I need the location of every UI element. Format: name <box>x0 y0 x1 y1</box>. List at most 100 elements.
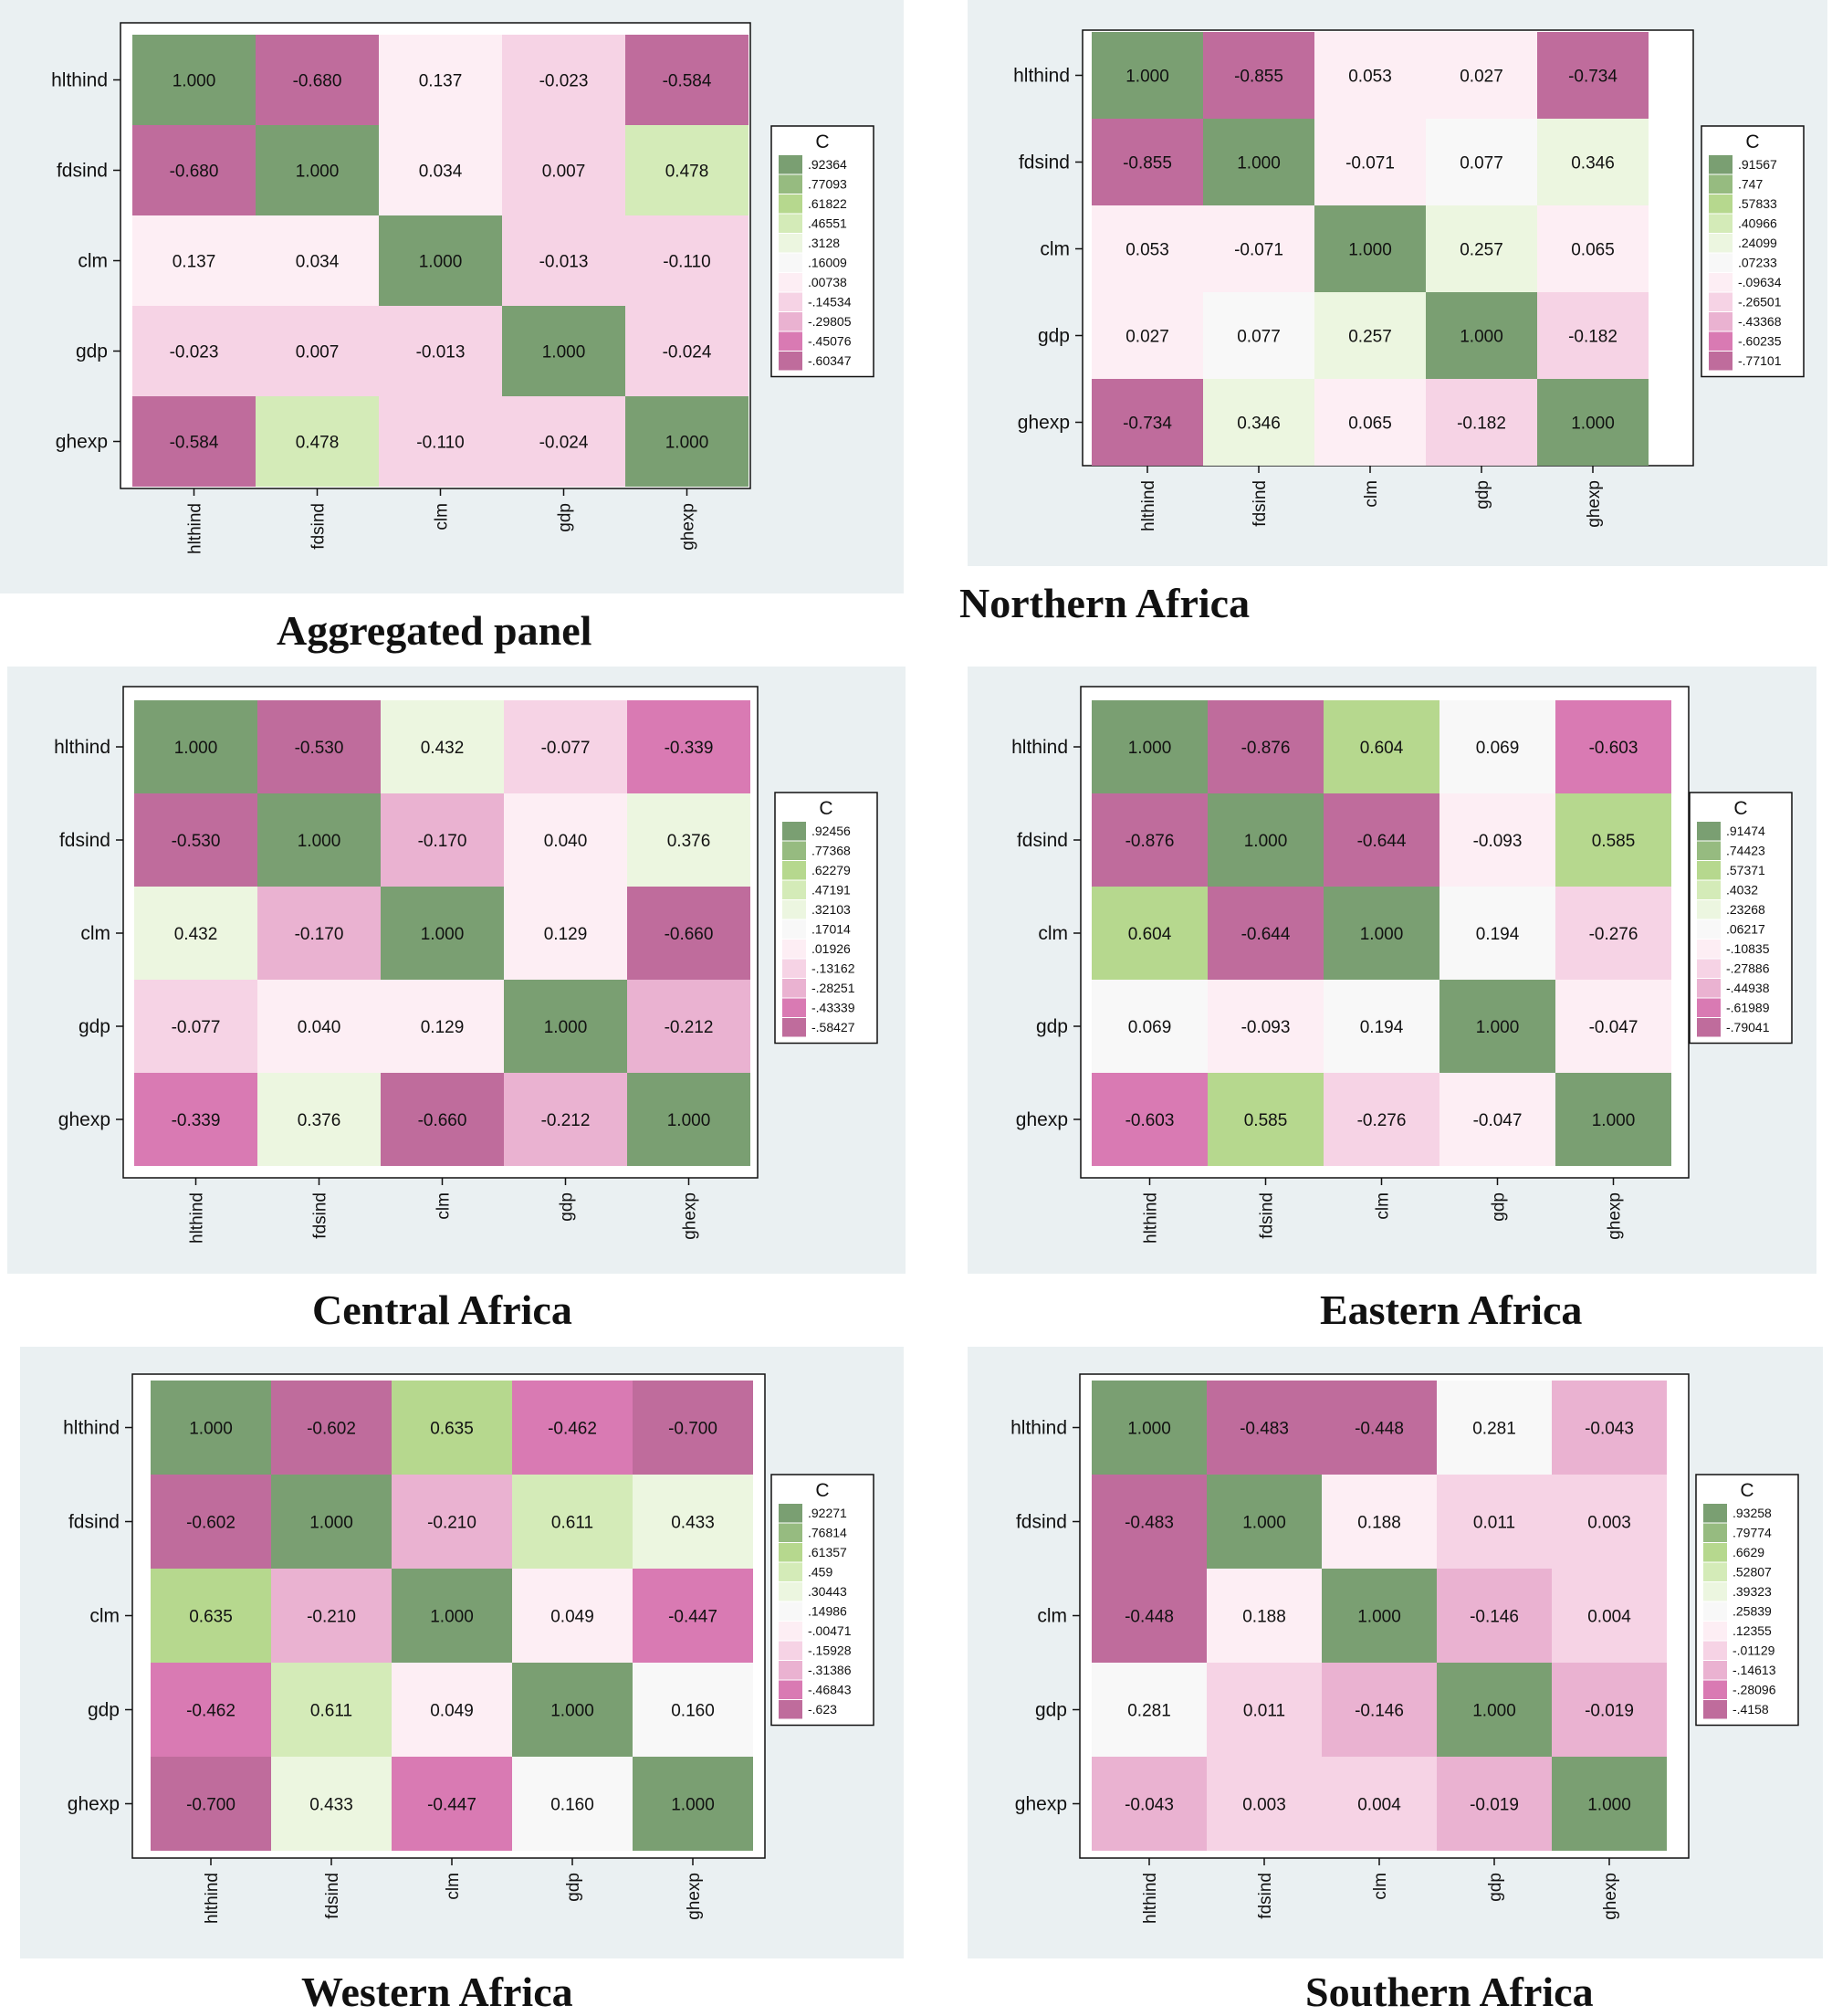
legend-label: .4032 <box>1726 883 1758 898</box>
heatmap-cell <box>1437 1381 1552 1475</box>
heatmap-cell <box>271 1757 392 1851</box>
heatmap-cell <box>381 793 504 887</box>
legend-label: -.14613 <box>1733 1663 1776 1677</box>
x-tick-label: hlthind <box>203 1873 222 1924</box>
caption-aggregated: Aggregated panel <box>277 607 592 654</box>
legend-swatch <box>779 1562 802 1581</box>
heatmap-cell <box>132 35 256 125</box>
heatmap-cell <box>151 1569 271 1663</box>
heatmap-cell <box>625 35 749 125</box>
cell-value-label: -0.023 <box>170 343 219 362</box>
cell-value-label: 0.027 <box>1460 68 1503 87</box>
heatmap-cell <box>625 306 749 396</box>
heatmap-cell <box>392 1475 512 1569</box>
cell-value-label: -0.339 <box>172 1111 221 1130</box>
cell-value-label: -0.660 <box>665 925 714 944</box>
legend-label: -.31386 <box>808 1663 852 1677</box>
heatmap-cell <box>512 1569 633 1663</box>
cell-value-label: 0.007 <box>296 343 340 362</box>
legend-label: -.79041 <box>1726 1020 1770 1034</box>
heatmap-cell <box>1324 887 1439 980</box>
cell-value-label: -0.276 <box>1357 1111 1407 1130</box>
cell-value-label: 1.000 <box>1357 1608 1401 1627</box>
y-tick-label: hlthind <box>63 1418 120 1439</box>
cell-value-label: -0.146 <box>1470 1608 1519 1627</box>
heatmap-cell <box>271 1569 392 1663</box>
legend-label: .92271 <box>808 1506 847 1520</box>
legend-label: -.4158 <box>1733 1702 1769 1717</box>
heatmap-cell <box>1092 379 1203 466</box>
legend-label: -.43368 <box>1738 314 1782 329</box>
heatmap-cell <box>1092 1073 1208 1166</box>
cell-value-label: 0.433 <box>309 1796 353 1815</box>
legend-swatch <box>779 331 802 351</box>
cell-value-label: -0.182 <box>1568 328 1617 347</box>
cell-value-label: -0.071 <box>1234 241 1283 260</box>
cell-value-label: 0.053 <box>1125 241 1169 260</box>
cell-value-label: -0.093 <box>1473 832 1523 851</box>
heatmap-cell <box>633 1569 753 1663</box>
legend-swatch <box>779 352 802 371</box>
y-tick-label: gdp <box>88 1700 120 1721</box>
cell-value-label: -0.013 <box>539 253 589 272</box>
legend-swatch <box>782 841 806 860</box>
x-tick-label: hlthind <box>1139 480 1158 531</box>
caption-eastern: Eastern Africa <box>1320 1286 1583 1333</box>
heatmap-cell <box>625 215 749 306</box>
legend-label: .57371 <box>1726 863 1765 877</box>
y-tick-label: gdp <box>79 1016 110 1037</box>
legend-label: -.01129 <box>1733 1643 1775 1658</box>
heatmap-cell <box>1092 700 1208 793</box>
heatmap-cell <box>1324 1073 1439 1166</box>
legend-label: -.15928 <box>808 1643 852 1658</box>
cell-value-label: 0.611 <box>310 1702 352 1721</box>
y-tick-label: clm <box>78 251 108 272</box>
legend-swatch <box>1703 1601 1727 1621</box>
heatmap-cell <box>379 396 502 487</box>
heatmap-cell <box>1322 1757 1437 1851</box>
cell-value-label: 0.004 <box>1587 1608 1631 1627</box>
heatmap-cell <box>1555 700 1671 793</box>
heatmap-cell <box>1092 1475 1207 1569</box>
x-tick-label: clm <box>1374 1192 1393 1220</box>
legend-label: .52807 <box>1733 1565 1772 1580</box>
heatmap-cell <box>1324 980 1439 1073</box>
heatmap-cell <box>134 887 257 980</box>
heatmap-cell <box>1314 119 1426 205</box>
legend-swatch <box>779 1700 802 1719</box>
cell-value-label: 0.077 <box>1460 154 1503 173</box>
heatmap-cell <box>381 700 504 793</box>
legend-label: .32103 <box>811 902 851 917</box>
legend-swatch <box>1697 919 1721 939</box>
heatmap-cell <box>633 1475 753 1569</box>
y-tick-label: clm <box>1038 923 1068 944</box>
cell-value-label: 1.000 <box>1460 328 1503 347</box>
cell-value-label: -0.603 <box>1589 739 1638 758</box>
heatmap-cell <box>151 1381 271 1475</box>
cell-value-label: -0.043 <box>1125 1796 1174 1815</box>
legend-swatch <box>1697 841 1721 860</box>
heatmap-cell <box>627 1073 750 1166</box>
heatmap-cell <box>625 396 749 487</box>
cell-value-label: 0.040 <box>298 1018 341 1037</box>
heatmap-cell <box>1322 1569 1437 1663</box>
heatmap-cell <box>151 1663 271 1757</box>
y-tick-label: fdsind <box>59 830 110 851</box>
legend-swatch <box>779 273 802 292</box>
x-tick-label: gdp <box>556 503 575 532</box>
cell-value-label: -0.448 <box>1125 1608 1174 1627</box>
x-tick-label: hlthind <box>1141 1873 1160 1924</box>
caption-central: Central Africa <box>312 1286 572 1333</box>
cell-value-label: 0.003 <box>1587 1514 1631 1533</box>
heatmap-cell <box>1552 1569 1667 1663</box>
legend-swatch <box>779 194 802 214</box>
legend-label: -.61989 <box>1726 1001 1770 1015</box>
cell-value-label: -0.019 <box>1470 1796 1519 1815</box>
legend-label: .93258 <box>1733 1506 1772 1520</box>
cell-value-label: 0.129 <box>421 1018 465 1037</box>
cell-value-label: -0.210 <box>427 1514 476 1533</box>
heatmap-cell <box>1092 1381 1207 1475</box>
heatmap-southern: 1.000 -0.483 -0.448 0.281 -0.043 -0.483 1.000 0… <box>1010 1373 1799 1924</box>
y-tick-label: hlthind <box>1010 1418 1067 1439</box>
legend-label: .17014 <box>811 922 851 937</box>
